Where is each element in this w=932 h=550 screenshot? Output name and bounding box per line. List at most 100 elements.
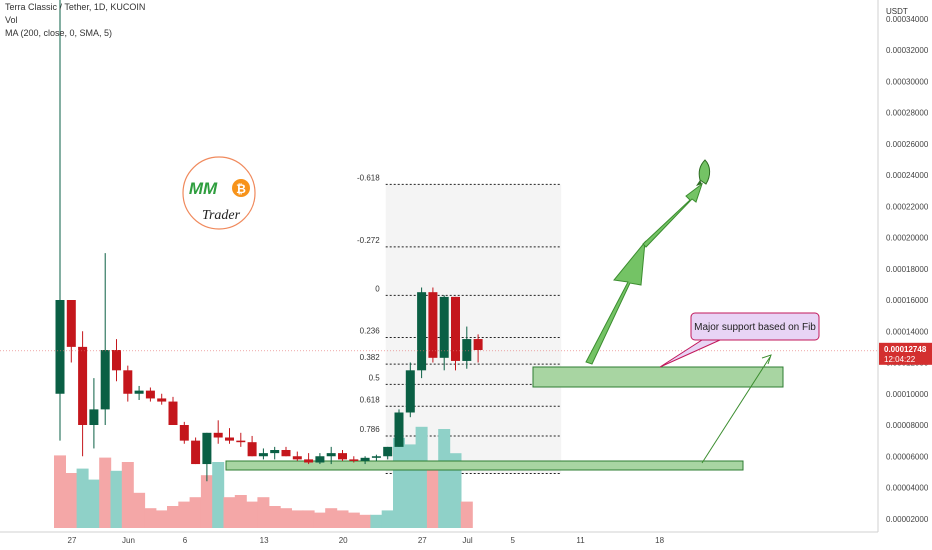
- candle-body: [315, 456, 325, 463]
- candle-countdown: 12:04:22: [884, 355, 916, 364]
- fib-level-label: 0.618: [360, 395, 381, 404]
- volume-bar: [426, 462, 439, 528]
- major-support-zone[interactable]: [225, 460, 744, 471]
- candle-body: [428, 292, 438, 358]
- candle-body: [202, 432, 212, 465]
- svg-text:MM: MM: [189, 179, 218, 198]
- price-tick-label: 0.00004000: [886, 484, 929, 493]
- price-tick-label: 0.00030000: [886, 77, 929, 86]
- volume-bar: [87, 479, 100, 528]
- fib-background: [385, 184, 562, 474]
- candle-body: [213, 432, 223, 438]
- time-tick-label: Jun: [122, 536, 135, 545]
- support-callout-text: Major support based on Fib: [694, 322, 816, 333]
- volume-bar: [359, 514, 372, 528]
- volume-bar: [268, 506, 281, 528]
- volume-bar: [178, 501, 191, 528]
- candle-body: [304, 459, 314, 463]
- price-tick-label: 0.00014000: [886, 327, 929, 336]
- time-axis[interactable]: 27 Jun 6 13 20 27 Jul 5 11 18: [0, 531, 878, 545]
- time-tick-label: 27: [68, 536, 77, 545]
- svg-text:Trader: Trader: [202, 208, 241, 223]
- candle-body: [236, 440, 246, 443]
- volume-bar: [449, 453, 462, 528]
- price-tick-label: 0.00002000: [886, 515, 929, 524]
- price-tick-label: 0.00016000: [886, 296, 929, 305]
- volume-bar: [65, 473, 78, 528]
- volume-bar: [246, 501, 259, 528]
- volume-bar: [223, 497, 236, 528]
- candle-body: [270, 450, 280, 454]
- candle-body: [123, 370, 133, 394]
- volume-bar: [302, 510, 315, 528]
- candle-body: [258, 453, 268, 457]
- volume-bar: [381, 510, 394, 528]
- candle-body: [405, 370, 415, 413]
- price-tick-label: 0.00024000: [886, 171, 929, 180]
- drawings-overlay[interactable]: Major support based on Fib MM ₿ Trader: [0, 156, 878, 464]
- volume-bar: [121, 462, 134, 528]
- candle-body: [112, 350, 121, 371]
- time-tick-label: 18: [655, 536, 664, 545]
- volume-bar: [99, 457, 112, 528]
- fib-level-label: -0.618: [357, 173, 380, 182]
- fib-level-label: 0.5: [369, 373, 381, 382]
- volume-indicator-label[interactable]: Vol: [5, 15, 18, 25]
- volume-bar: [257, 497, 270, 528]
- candle-body: [439, 296, 449, 358]
- price-tick-label: 0.00020000: [886, 234, 929, 243]
- fibonacci-retracement[interactable]: -0.618 -0.272 0 0.236 0.382 0.5 0.618 0.786: [357, 173, 562, 474]
- candle-body: [247, 442, 257, 457]
- candle-body: [371, 456, 381, 458]
- projection-arrow-up[interactable]: [585, 240, 646, 365]
- fib-support-zone[interactable]: [532, 366, 784, 388]
- candle-body: [462, 339, 472, 361]
- support-zones[interactable]: [225, 366, 784, 471]
- trend-line[interactable]: [701, 356, 771, 464]
- candle-body: [451, 296, 460, 361]
- candle-body: [134, 390, 144, 394]
- volume-bar: [200, 475, 213, 528]
- price-tick-label: 0.00022000: [886, 202, 929, 211]
- volume-bar: [313, 512, 326, 528]
- volume-bar: [110, 470, 123, 528]
- candle-body: [281, 450, 291, 457]
- volume-bar: [167, 506, 179, 528]
- candle-body: [89, 409, 99, 425]
- candle-body: [417, 292, 427, 371]
- support-callout-box[interactable]: [690, 312, 820, 341]
- candle-body: [168, 401, 178, 425]
- candle-body: [383, 446, 393, 457]
- price-tick-label: 0.00028000: [886, 109, 929, 118]
- volume-bar: [415, 426, 428, 528]
- currency-label: USDT: [886, 7, 908, 16]
- fib-level-label: -0.272: [357, 236, 380, 245]
- candle-body: [225, 437, 234, 441]
- time-tick-label: Jul: [462, 536, 472, 545]
- candle-body: [145, 390, 155, 399]
- time-tick-label: 27: [418, 536, 427, 545]
- mm-trader-logo: MM ₿ Trader: [182, 156, 256, 230]
- volume-bar: [325, 508, 338, 528]
- candle-body: [191, 440, 201, 465]
- candle-body: [55, 300, 65, 394]
- fib-level-label: 0.786: [360, 425, 381, 434]
- candle-body: [157, 398, 167, 402]
- candlestick-series: [55, 0, 483, 482]
- projection-arrow-target[interactable]: [642, 182, 703, 248]
- volume-bar: [347, 512, 360, 528]
- candle-body: [360, 457, 370, 461]
- candle-body: [473, 339, 483, 350]
- candle-body: [338, 453, 347, 460]
- candle-body: [100, 350, 110, 410]
- trend-line-arrowhead: [761, 354, 772, 365]
- candle-body: [349, 459, 359, 461]
- volume-bar: [234, 495, 247, 528]
- candle-body: [66, 300, 76, 347]
- ma-indicator-label[interactable]: MA (200, close, 0, SMA, 5): [5, 28, 113, 38]
- price-tick-label: 0.00006000: [886, 452, 929, 461]
- volume-bar: [336, 510, 349, 528]
- price-tick-label: 0.00032000: [886, 46, 929, 55]
